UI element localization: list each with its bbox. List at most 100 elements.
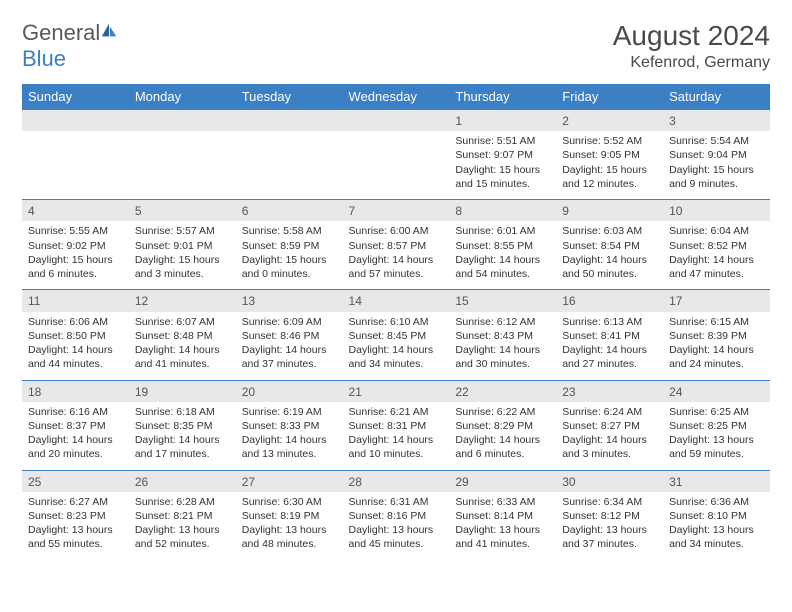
day-line xyxy=(242,148,337,162)
day-line: Sunrise: 6:18 AM xyxy=(135,405,230,419)
day-line: and 55 minutes. xyxy=(28,537,123,551)
day-line: Daylight: 15 hours xyxy=(562,163,657,177)
day-header: Sunday xyxy=(22,84,129,110)
day-line: Sunrise: 6:33 AM xyxy=(455,495,550,509)
day-cell: 19Sunrise: 6:18 AMSunset: 8:35 PMDayligh… xyxy=(129,380,236,470)
day-line: Daylight: 14 hours xyxy=(28,433,123,447)
day-number: 15 xyxy=(449,290,556,311)
day-line: Daylight: 14 hours xyxy=(135,343,230,357)
day-cell: 4Sunrise: 5:55 AMSunset: 9:02 PMDaylight… xyxy=(22,200,129,290)
day-line: Sunrise: 6:07 AM xyxy=(135,315,230,329)
day-line: and 47 minutes. xyxy=(669,267,764,281)
day-line: Daylight: 13 hours xyxy=(562,523,657,537)
day-line: Daylight: 14 hours xyxy=(349,253,444,267)
day-line: Sunrise: 6:01 AM xyxy=(455,224,550,238)
day-line: and 45 minutes. xyxy=(349,537,444,551)
day-content: Sunrise: 6:34 AMSunset: 8:12 PMDaylight:… xyxy=(556,492,663,560)
day-content: Sunrise: 6:01 AMSunset: 8:55 PMDaylight:… xyxy=(449,221,556,289)
day-content: Sunrise: 5:51 AMSunset: 9:07 PMDaylight:… xyxy=(449,131,556,199)
day-cell xyxy=(22,110,129,200)
day-line: and 0 minutes. xyxy=(242,267,337,281)
day-line: Daylight: 14 hours xyxy=(669,253,764,267)
day-content: Sunrise: 6:31 AMSunset: 8:16 PMDaylight:… xyxy=(343,492,450,560)
day-line: Sunrise: 6:30 AM xyxy=(242,495,337,509)
day-cell: 13Sunrise: 6:09 AMSunset: 8:46 PMDayligh… xyxy=(236,290,343,380)
day-number xyxy=(129,110,236,131)
day-number: 8 xyxy=(449,200,556,221)
day-content: Sunrise: 6:07 AMSunset: 8:48 PMDaylight:… xyxy=(129,312,236,380)
day-line: Sunset: 8:27 PM xyxy=(562,419,657,433)
day-content: Sunrise: 6:09 AMSunset: 8:46 PMDaylight:… xyxy=(236,312,343,380)
day-line: and 6 minutes. xyxy=(455,447,550,461)
day-line xyxy=(349,163,444,177)
day-line: and 34 minutes. xyxy=(349,357,444,371)
day-header: Monday xyxy=(129,84,236,110)
day-line: Daylight: 15 hours xyxy=(455,163,550,177)
day-line: and 44 minutes. xyxy=(28,357,123,371)
day-line: Sunrise: 6:21 AM xyxy=(349,405,444,419)
day-number: 30 xyxy=(556,471,663,492)
day-line: and 3 minutes. xyxy=(562,447,657,461)
day-line: Sunrise: 6:25 AM xyxy=(669,405,764,419)
day-line: and 37 minutes. xyxy=(242,357,337,371)
day-number: 10 xyxy=(663,200,770,221)
day-line: Daylight: 13 hours xyxy=(242,523,337,537)
day-cell: 24Sunrise: 6:25 AMSunset: 8:25 PMDayligh… xyxy=(663,380,770,470)
day-line: Sunset: 8:45 PM xyxy=(349,329,444,343)
day-line xyxy=(28,134,123,148)
day-line: Sunset: 8:19 PM xyxy=(242,509,337,523)
day-line: and 59 minutes. xyxy=(669,447,764,461)
day-line: and 37 minutes. xyxy=(562,537,657,551)
day-line: Sunset: 8:10 PM xyxy=(669,509,764,523)
day-number: 2 xyxy=(556,110,663,131)
day-content: Sunrise: 5:57 AMSunset: 9:01 PMDaylight:… xyxy=(129,221,236,289)
day-cell: 27Sunrise: 6:30 AMSunset: 8:19 PMDayligh… xyxy=(236,470,343,560)
day-line: Sunset: 8:33 PM xyxy=(242,419,337,433)
day-line: Sunrise: 5:58 AM xyxy=(242,224,337,238)
day-number: 14 xyxy=(343,290,450,311)
day-line: Sunset: 8:14 PM xyxy=(455,509,550,523)
day-number xyxy=(236,110,343,131)
day-line: Sunrise: 5:55 AM xyxy=(28,224,123,238)
day-line: Sunrise: 6:16 AM xyxy=(28,405,123,419)
day-line xyxy=(242,163,337,177)
day-line: Sunset: 9:07 PM xyxy=(455,148,550,162)
day-cell: 23Sunrise: 6:24 AMSunset: 8:27 PMDayligh… xyxy=(556,380,663,470)
day-line: Daylight: 14 hours xyxy=(349,343,444,357)
day-line: Sunrise: 6:34 AM xyxy=(562,495,657,509)
day-line: and 15 minutes. xyxy=(455,177,550,191)
day-line: Sunset: 8:50 PM xyxy=(28,329,123,343)
day-number: 25 xyxy=(22,471,129,492)
day-content: Sunrise: 5:58 AMSunset: 8:59 PMDaylight:… xyxy=(236,221,343,289)
day-line: Daylight: 14 hours xyxy=(455,433,550,447)
day-number: 4 xyxy=(22,200,129,221)
day-number: 17 xyxy=(663,290,770,311)
day-line: Sunrise: 6:31 AM xyxy=(349,495,444,509)
day-content: Sunrise: 6:06 AMSunset: 8:50 PMDaylight:… xyxy=(22,312,129,380)
day-content: Sunrise: 6:13 AMSunset: 8:41 PMDaylight:… xyxy=(556,312,663,380)
day-content: Sunrise: 5:52 AMSunset: 9:05 PMDaylight:… xyxy=(556,131,663,199)
page-title: August 2024 xyxy=(613,20,770,52)
day-line: Sunrise: 6:06 AM xyxy=(28,315,123,329)
day-content: Sunrise: 6:25 AMSunset: 8:25 PMDaylight:… xyxy=(663,402,770,470)
week-row: 4Sunrise: 5:55 AMSunset: 9:02 PMDaylight… xyxy=(22,200,770,290)
day-content: Sunrise: 6:12 AMSunset: 8:43 PMDaylight:… xyxy=(449,312,556,380)
logo-text-1: General xyxy=(22,20,100,45)
day-content xyxy=(129,131,236,199)
day-line: Sunset: 8:55 PM xyxy=(455,239,550,253)
day-line: Sunrise: 6:13 AM xyxy=(562,315,657,329)
day-line: Sunrise: 6:10 AM xyxy=(349,315,444,329)
day-line: Daylight: 13 hours xyxy=(669,523,764,537)
day-cell: 16Sunrise: 6:13 AMSunset: 8:41 PMDayligh… xyxy=(556,290,663,380)
day-header: Thursday xyxy=(449,84,556,110)
day-line: Sunrise: 6:22 AM xyxy=(455,405,550,419)
day-line xyxy=(28,148,123,162)
day-cell: 10Sunrise: 6:04 AMSunset: 8:52 PMDayligh… xyxy=(663,200,770,290)
day-cell: 28Sunrise: 6:31 AMSunset: 8:16 PMDayligh… xyxy=(343,470,450,560)
day-line: Daylight: 14 hours xyxy=(455,253,550,267)
day-line: and 48 minutes. xyxy=(242,537,337,551)
day-content: Sunrise: 6:27 AMSunset: 8:23 PMDaylight:… xyxy=(22,492,129,560)
week-row: 11Sunrise: 6:06 AMSunset: 8:50 PMDayligh… xyxy=(22,290,770,380)
day-line: Sunset: 8:48 PM xyxy=(135,329,230,343)
day-cell: 30Sunrise: 6:34 AMSunset: 8:12 PMDayligh… xyxy=(556,470,663,560)
